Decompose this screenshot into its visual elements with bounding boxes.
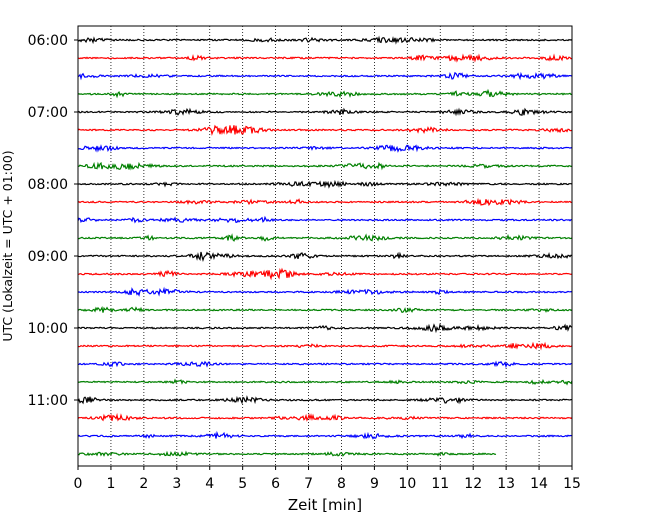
x-tick-label: 7 (304, 476, 313, 492)
seismogram-trace (77, 267, 573, 281)
x-tick-label: 0 (74, 476, 83, 492)
seismogram-trace (77, 360, 573, 369)
x-tick-label: 8 (337, 476, 346, 492)
y-axis-ticks: 06:00 07:00 08:00 09:00 10:00 11:00 (28, 33, 78, 409)
seismogram-trace (77, 412, 573, 422)
seismogram-trace (77, 341, 573, 351)
seismogram-trace (77, 450, 497, 457)
seismogram-trace (77, 233, 573, 242)
y-tick-label: 07:00 (28, 105, 68, 121)
x-tick-label: 9 (370, 476, 379, 492)
x-tick-label: 3 (172, 476, 181, 492)
y-tick-label: 11:00 (28, 393, 68, 409)
plot-frame (77, 25, 573, 467)
seismogram-trace (77, 395, 573, 405)
x-tick-label: 2 (139, 476, 148, 492)
x-tick-label: 4 (205, 476, 214, 492)
seismogram-trace (77, 215, 573, 224)
seismogram-traces (77, 35, 573, 457)
seismogram-trace (77, 71, 573, 81)
seismogram-trace (77, 197, 573, 207)
x-gridlines (110, 26, 540, 466)
seismogram-trace (77, 286, 573, 297)
x-tick-label: 13 (497, 476, 515, 492)
y-tick-label: 09:00 (28, 249, 68, 265)
x-axis-ticks: 0 1 2 3 4 5 6 7 8 9 10 11 12 13 14 15 (74, 466, 581, 492)
seismogram-trace (77, 144, 573, 153)
seismogram-trace (77, 35, 573, 45)
seismogram-trace (77, 251, 573, 262)
x-tick-label: 6 (271, 476, 280, 492)
x-tick-label: 11 (431, 476, 449, 492)
seismogram-trace (77, 88, 573, 99)
x-tick-label: 12 (464, 476, 482, 492)
seismogram-trace (78, 161, 573, 171)
y-axis-label: UTC (Lokalzeit = UTC + 01:00) (0, 150, 15, 341)
seismogram-trace (77, 430, 573, 440)
x-tick-label: 1 (106, 476, 115, 492)
seismogram-trace (77, 179, 573, 189)
y-tick-label: 06:00 (28, 33, 68, 49)
x-tick-label: 5 (238, 476, 247, 492)
seismogram-trace (77, 124, 573, 137)
y-tick-label: 08:00 (28, 177, 68, 193)
seismogram-trace (77, 305, 573, 314)
seismogram-trace (77, 53, 573, 63)
x-tick-label: 15 (563, 476, 581, 492)
x-axis-label: Zeit [min] (288, 496, 362, 514)
x-tick-label: 10 (398, 476, 416, 492)
seismogram-trace (77, 378, 573, 386)
seismogram-trace (77, 107, 573, 117)
x-tick-label: 14 (530, 476, 548, 492)
y-tick-label: 10:00 (28, 321, 68, 337)
seismogram-trace (77, 323, 573, 334)
